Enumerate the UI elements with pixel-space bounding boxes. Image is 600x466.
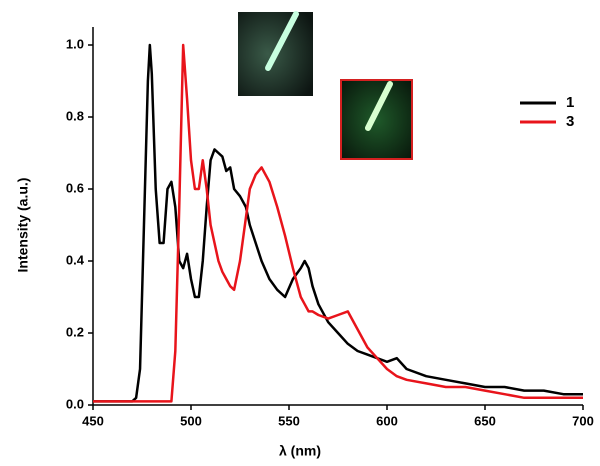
inset-photo bbox=[238, 11, 313, 96]
y-tick-label: 0.0 bbox=[66, 396, 84, 411]
series-line bbox=[93, 43, 583, 403]
x-tick-label: 450 bbox=[82, 413, 104, 428]
x-tick-label: 550 bbox=[278, 413, 300, 428]
x-tick-label: 500 bbox=[180, 413, 202, 428]
x-tick-label: 650 bbox=[474, 413, 496, 428]
legend-label: 1 bbox=[566, 94, 574, 111]
y-tick-label: 0.6 bbox=[66, 180, 84, 195]
inset-photo bbox=[340, 79, 413, 160]
y-axis-label: Intensity (a.u.) bbox=[15, 178, 31, 273]
y-tick-label: 0.8 bbox=[66, 108, 84, 123]
y-tick-label: 1.0 bbox=[66, 36, 84, 51]
y-tick-label: 0.2 bbox=[66, 324, 84, 339]
x-tick-label: 700 bbox=[572, 413, 594, 428]
x-axis-label: λ (nm) bbox=[279, 443, 321, 459]
y-tick-label: 0.4 bbox=[66, 252, 85, 267]
series-line bbox=[93, 43, 583, 403]
legend-label: 3 bbox=[566, 113, 574, 130]
x-tick-label: 600 bbox=[376, 413, 398, 428]
